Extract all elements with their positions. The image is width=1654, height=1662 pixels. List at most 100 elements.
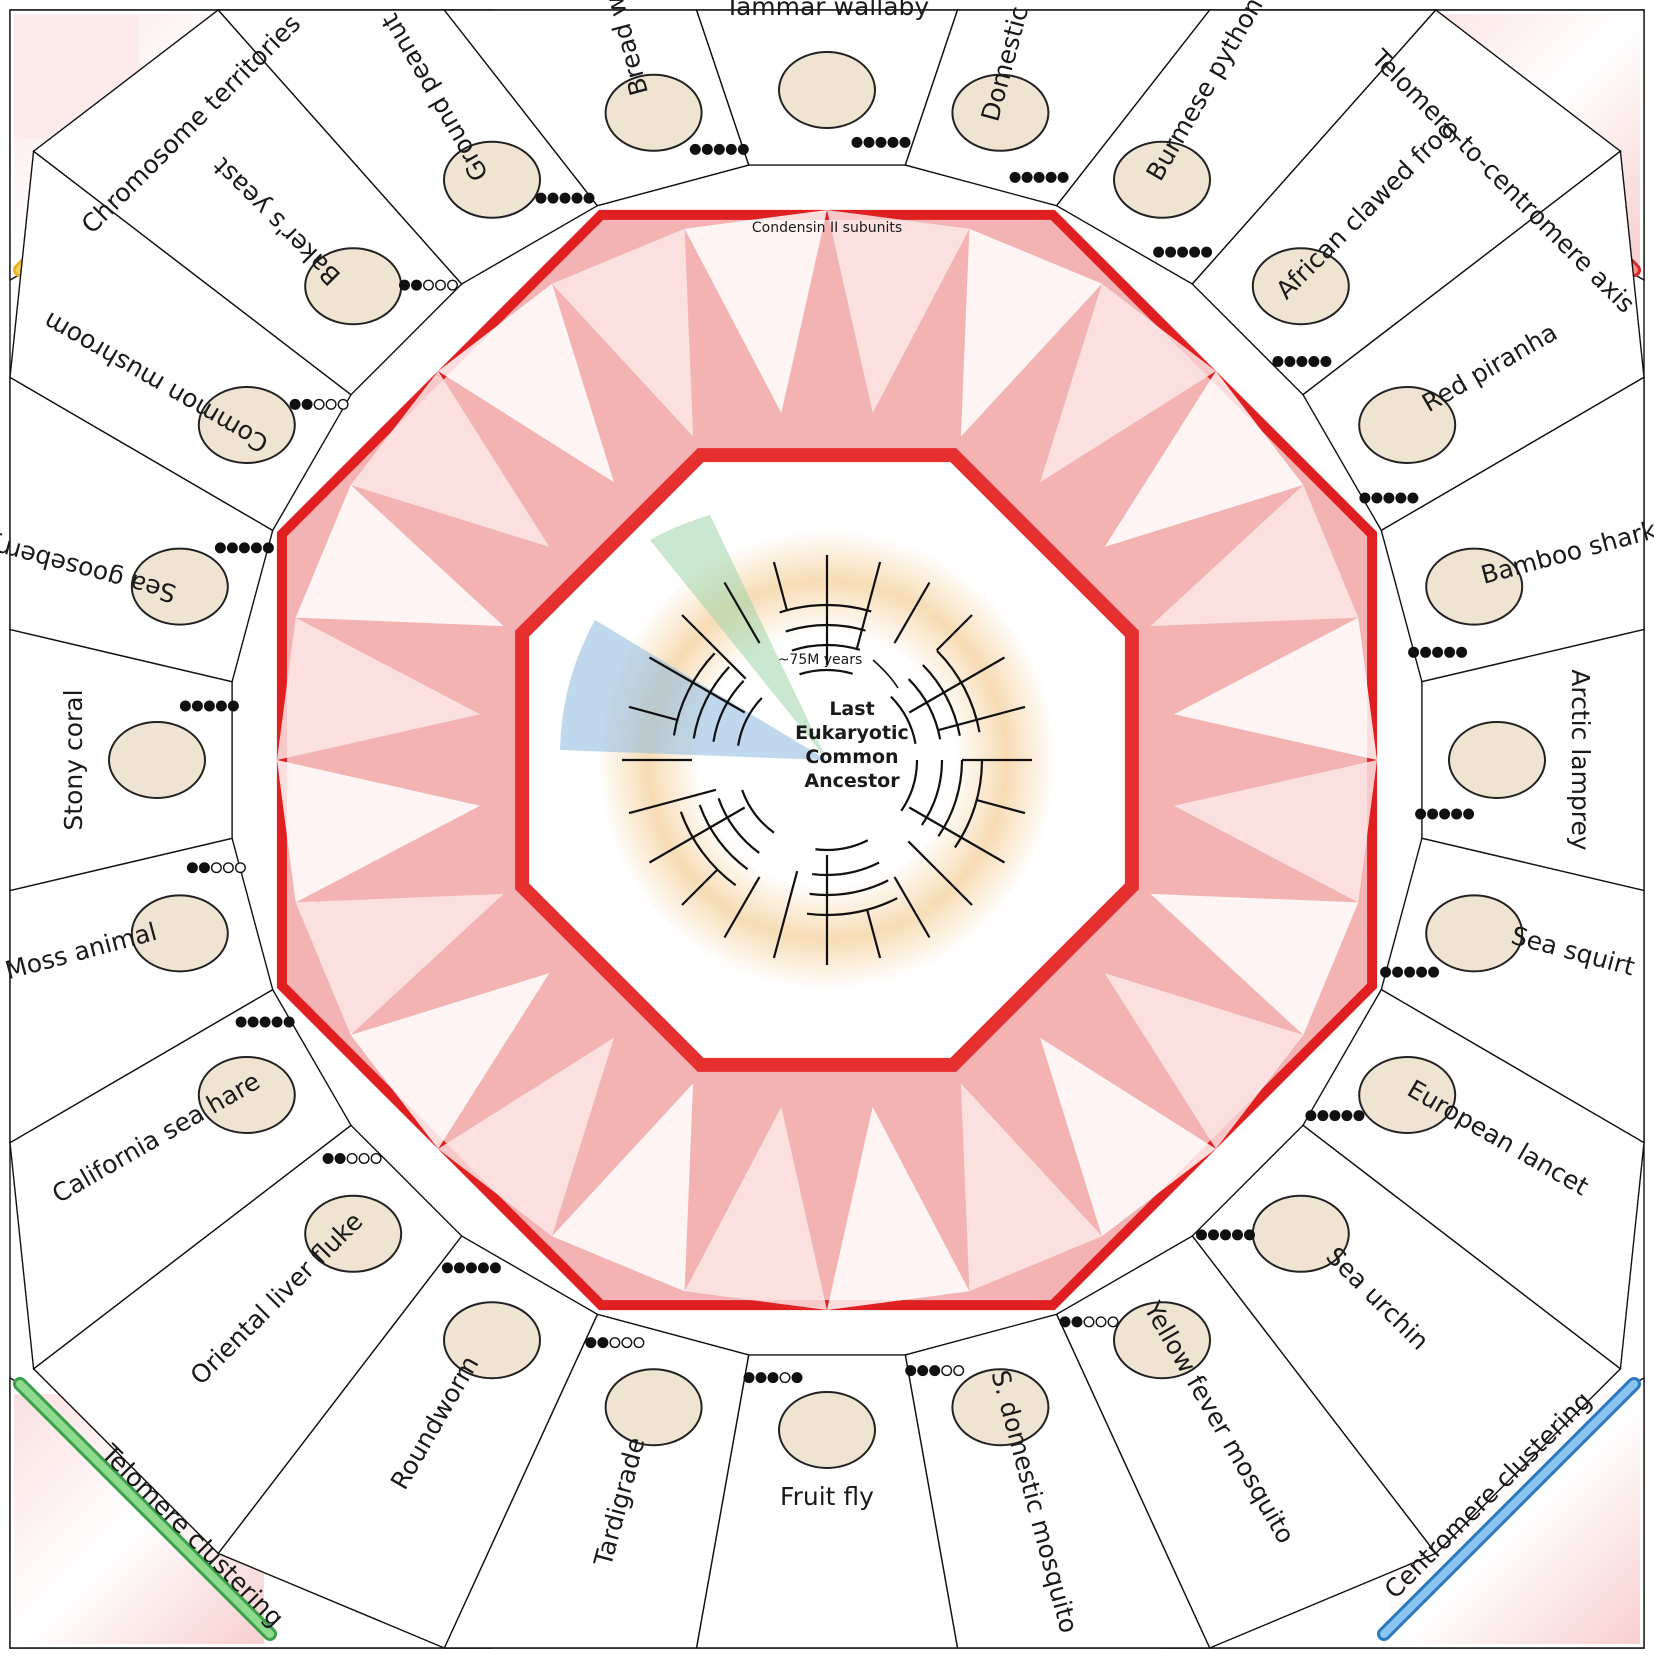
- heatmap-triangle: [827, 210, 970, 413]
- condensin-subunit-dot: [203, 700, 215, 712]
- condensin-subunit-dot: [1195, 1229, 1207, 1241]
- condensin-subunit-dot: [1395, 492, 1407, 504]
- heatmap-triangle: [1104, 371, 1304, 547]
- condensin-subunit-dot: [767, 1372, 779, 1384]
- scale-arrow-icon: [872, 659, 899, 689]
- center-title-line: Ancestor: [804, 770, 900, 792]
- center-title-line: Last: [829, 698, 874, 720]
- heatmap-triangle: [827, 1107, 970, 1310]
- condensin-subunit-dot: [441, 1262, 453, 1274]
- tree-branch: [681, 614, 747, 680]
- condensin-subunit-dot: [863, 136, 875, 148]
- tree-branch: [855, 561, 882, 650]
- tree-branch: [937, 705, 1026, 732]
- condensin-subunit-dot: [1189, 246, 1201, 258]
- condensin-subunit-dot: [226, 542, 238, 554]
- condensin-subunit-dot: [585, 1337, 597, 1349]
- heatmap-triangle: [684, 1107, 827, 1310]
- condensin-subunit-dot: [1284, 356, 1296, 368]
- condensin-subunit-dot: [334, 1152, 346, 1164]
- condensin-subunit-dot: [1408, 646, 1420, 658]
- tree-branch: [907, 840, 973, 906]
- condensin-subunit-dot: [905, 1365, 917, 1377]
- organism-illustration: [304, 1194, 403, 1273]
- organism-illustration: [604, 1368, 703, 1447]
- tree-arc: [690, 623, 964, 897]
- condensin-subunit-dot: [1404, 966, 1416, 978]
- condensin-subunit-dot: [447, 279, 459, 291]
- condensin-subunit-dot: [755, 1372, 767, 1384]
- condensin-subunit-dot: [1057, 171, 1069, 183]
- heatmap-triangle: [438, 1037, 614, 1237]
- condensin-subunit-dot: [453, 1262, 465, 1274]
- tree-arc: [710, 643, 944, 877]
- condensin-subunit-dot: [289, 398, 301, 410]
- tree-branch: [893, 581, 931, 644]
- condensin-subunit-dot: [238, 542, 250, 554]
- condensin-subunit-dot: [689, 143, 701, 155]
- heatmap-triangle: [552, 228, 694, 437]
- condensin-subunit-dot: [571, 192, 583, 204]
- condensin-subunit-dot: [1320, 356, 1332, 368]
- species-label: Stony coral: [59, 689, 88, 830]
- condensin-subunit-dot: [259, 1016, 271, 1028]
- organism-illustration: [1425, 547, 1524, 626]
- scale-label: ~75M years: [778, 652, 863, 668]
- condensin-subunit-dot: [358, 1152, 370, 1164]
- condensin-subunit-dot: [1305, 1110, 1317, 1122]
- tree-branch: [628, 788, 717, 815]
- organism-illustration: [778, 51, 876, 129]
- condensin-subunit-dot: [791, 1372, 803, 1384]
- heatmap-triangle: [1040, 1037, 1216, 1237]
- condensin-subunit-dot: [250, 542, 262, 554]
- condensin-subunit-dot: [609, 1337, 621, 1349]
- condensin-subunit-dot: [1341, 1110, 1353, 1122]
- heatmap-triangle: [1174, 760, 1377, 903]
- tree-arc: [670, 603, 984, 917]
- condensin-subunit-dot: [1045, 171, 1057, 183]
- condensin-subunit-dot: [737, 143, 749, 155]
- heatmap-triangle: [960, 1083, 1102, 1292]
- condensin-subunit-dot: [1296, 356, 1308, 368]
- center-title: Last Eukaryotic Common Ancestor: [795, 698, 909, 792]
- condensin-subunit-dot: [875, 136, 887, 148]
- condensin-subunit-dot: [1420, 646, 1432, 658]
- tree-branch: [772, 870, 799, 959]
- condensin-subunit-dot: [1021, 171, 1033, 183]
- condensin-subunit-dot: [1407, 492, 1419, 504]
- heatmap-triangle: [438, 283, 614, 483]
- condensin-subunit-dot: [1153, 246, 1165, 258]
- tree-branch: [866, 909, 882, 959]
- condensin-subunit-dot: [1380, 966, 1392, 978]
- condensin-subunit-dot: [851, 136, 863, 148]
- condensin-subunit-dot: [1427, 808, 1439, 820]
- organism-illustration: [130, 547, 229, 626]
- condensin-subunit-dot: [283, 1016, 295, 1028]
- condensin-subunit-dot: [1009, 171, 1021, 183]
- species-panel: [442, 9, 750, 207]
- condensin-subunit-dot: [1177, 246, 1189, 258]
- tree-branch: [772, 561, 788, 611]
- condensin-subunit-dot: [1059, 1316, 1071, 1328]
- condensin-subunit-dot: [621, 1337, 633, 1349]
- condensin-subunit-dot: [247, 1016, 259, 1028]
- condensin-subunit-dot: [1243, 1229, 1255, 1241]
- condensin-subunit-dot: [1359, 492, 1371, 504]
- condensin-subunit-dot: [929, 1365, 941, 1377]
- condensin-subunit-dot: [215, 700, 227, 712]
- condensin-subunit-dot: [583, 192, 595, 204]
- condensin-subunit-dot: [1329, 1110, 1341, 1122]
- organism-illustration: [197, 386, 296, 464]
- condensin-subunit-dot: [899, 136, 911, 148]
- condensin-subunit-dot: [325, 398, 337, 410]
- condensin-subunit-dot: [1428, 966, 1440, 978]
- heatmap-triangle: [350, 973, 550, 1149]
- tree-branch: [976, 799, 1026, 815]
- heatmap-triangle: [960, 228, 1102, 437]
- condensin-subunit-dot: [633, 1337, 645, 1349]
- condensin-subunit-dot: [725, 143, 737, 155]
- condensin-subunit-dot: [1383, 492, 1395, 504]
- condensin-subunit-dot: [701, 143, 713, 155]
- condensin-subunit-dot: [423, 279, 435, 291]
